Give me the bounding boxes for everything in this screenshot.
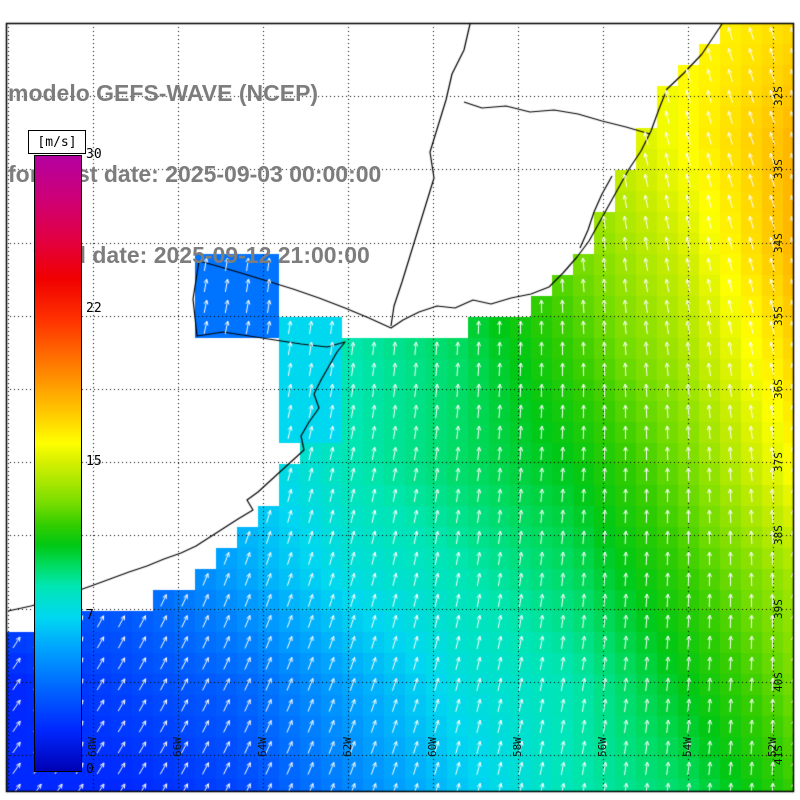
lat-label-39s: 39S xyxy=(772,599,785,619)
lat-label-33s: 33S xyxy=(772,159,785,179)
lat-label-37s: 37S xyxy=(772,452,785,472)
lat-label-40s: 40S xyxy=(772,672,785,692)
colorbar-tick-7: 7 xyxy=(86,608,94,623)
lat-label-36s: 36S xyxy=(772,379,785,399)
colorbar-tick-0: 0 xyxy=(86,762,94,777)
lat-label-38s: 38S xyxy=(772,525,785,545)
colorbar-tick-30: 30 xyxy=(86,147,102,162)
lon-label-60w: 60W xyxy=(426,737,439,757)
lon-label-56w: 56W xyxy=(596,737,609,757)
lon-label-52w: 52W xyxy=(766,737,779,757)
lon-label-66w: 66W xyxy=(171,737,184,757)
colorbar xyxy=(34,155,82,772)
lon-label-64w: 64W xyxy=(256,737,269,757)
lat-label-32s: 32S xyxy=(772,86,785,106)
lon-label-58w: 58W xyxy=(511,737,524,757)
lat-label-35s: 35S xyxy=(772,306,785,326)
lon-label-68w: 68W xyxy=(86,737,99,757)
colorbar-tick-22: 22 xyxy=(86,301,102,316)
lat-label-34s: 34S xyxy=(772,233,785,253)
colorbar-tick-15: 15 xyxy=(86,454,102,469)
lon-label-62w: 62W xyxy=(341,737,354,757)
model-title: modelo GEFS-WAVE (NCEP) xyxy=(8,80,319,106)
lon-label-54w: 54W xyxy=(681,737,694,757)
colorbar-unit-label: [m/s] xyxy=(28,130,86,154)
